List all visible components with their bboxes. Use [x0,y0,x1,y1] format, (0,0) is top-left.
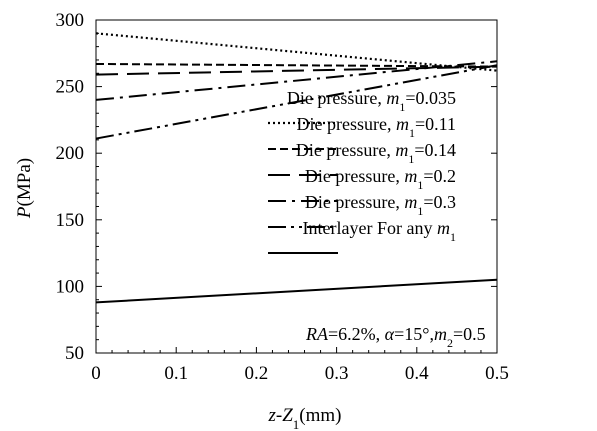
series-lines [95,32,498,304]
legend-label-text: Die pressure, [287,88,386,108]
legend-label-value: =0.11 [415,114,456,134]
x-axis-title: z-Z1(mm) [267,405,341,431]
x-axis-title-var: z-Z [267,405,293,426]
y-tick-label: 150 [56,210,85,231]
legend-label-value: =0.3 [423,192,456,212]
series-line [95,60,498,101]
legend-label: Die pressure, m1=0.035 [287,88,456,114]
legend-label: Die pressure, m1=0.2 [305,166,456,192]
annotation-ra-value: =6.2%, [328,324,385,344]
annotation-m-sub: 2 [447,336,453,350]
legend-label-sub: 1 [450,230,456,244]
legend-label-var: m [386,88,399,108]
legend-label-sub: 1 [408,152,414,166]
legend-label-value: =0.14 [414,140,456,160]
legend-label-sub: 1 [417,204,423,218]
legend-label-text: Interlayer For any [303,218,437,238]
y-tick-label: 250 [56,77,85,98]
annotation-ra: RA [305,324,329,344]
y-axis-title: P(MPa) [14,158,35,219]
legend-label-sub: 1 [409,126,415,140]
legend-label-var: m [395,140,408,160]
legend-label-var: m [404,192,417,212]
legend-label: Interlayer For any m1 [303,218,456,244]
legend-label-value: =0.2 [423,166,456,186]
legend-label-text: Die pressure, [305,166,404,186]
annotation-alpha: α [385,324,395,344]
axis-ticks: 50 100 150 200 250 300 0 0.1 0.2 0.3 0.4 0.5 [56,10,509,384]
legend-label-var: m [404,166,417,186]
legend-label-var: m [396,114,409,134]
legend-label: Die pressure, m1=0.11 [297,114,456,140]
y-tick-label: 50 [65,343,84,364]
y-axis-title-unit: (MPa) [14,158,35,207]
y-tick-label: 300 [56,10,85,31]
series-line [95,64,498,140]
x-tick-label: 0.5 [485,363,509,384]
series-line [95,32,498,72]
x-axis-title-sub: 1 [293,417,300,431]
legend-label: Die pressure, m1=0.14 [296,140,456,166]
x-tick-label: 0 [91,363,101,384]
annotation-alpha-value: =15°, [394,324,434,344]
legend-label-value: =0.035 [405,88,456,108]
x-axis-title-unit: (mm) [299,405,341,426]
legend-label-text: Die pressure, [305,192,404,212]
parameters-annotation: RA=6.2%, α=15°,m2=0.5 [305,324,486,350]
legend-label-var: m [437,218,450,238]
y-tick-label: 200 [56,143,85,164]
annotation-m-value: =0.5 [453,324,486,344]
legend-label-text: Die pressure, [296,140,395,160]
annotation-m: m [434,324,447,344]
series-line [95,62,498,68]
legend-label-sub: 1 [417,178,423,192]
y-tick-label: 100 [56,276,85,297]
plot-area [95,19,498,354]
series-line [95,65,498,76]
legend-label-text: Die pressure, [297,114,396,134]
x-tick-label: 0.3 [325,363,349,384]
legend-label: Die pressure, m1=0.3 [305,192,456,218]
x-tick-label: 0.1 [164,363,188,384]
y-axis-title-var: P [14,206,35,219]
x-tick-label: 0.2 [245,363,269,384]
series-line [95,278,498,304]
x-tick-label: 0.4 [405,363,429,384]
legend-label-sub: 1 [399,100,405,114]
